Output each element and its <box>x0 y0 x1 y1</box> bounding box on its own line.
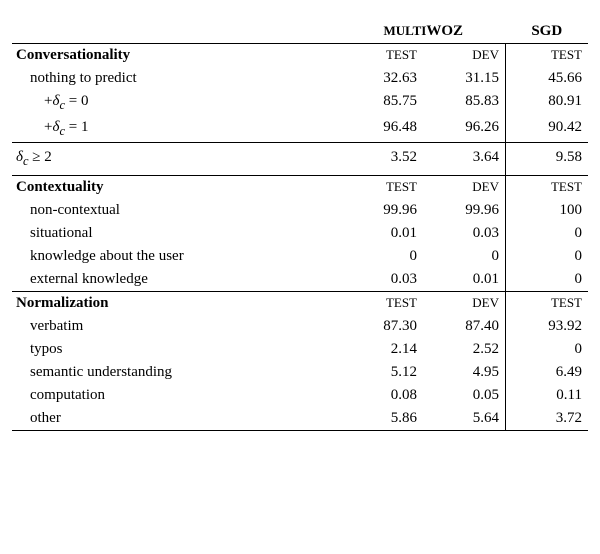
row-label: typos <box>12 338 341 361</box>
table-row: other 5.86 5.64 3.72 <box>12 407 588 431</box>
cell: 80.91 <box>506 90 589 116</box>
cell: 0.03 <box>341 268 423 292</box>
cell: 3.52 <box>341 143 423 176</box>
results-table: MULTIWOZ SGD Conversationality TEST DEV … <box>12 20 588 431</box>
cell: 32.63 <box>341 67 423 90</box>
split-label: DEV <box>423 292 506 316</box>
section-title: Contextuality <box>12 176 341 200</box>
row-label: external knowledge <box>12 268 341 292</box>
cell: 99.96 <box>423 199 506 222</box>
table-row: +δc = 1 96.48 96.26 90.42 <box>12 116 588 143</box>
table-row: situational 0.01 0.03 0 <box>12 222 588 245</box>
table-row: +δc = 0 85.75 85.83 80.91 <box>12 90 588 116</box>
cell: 85.83 <box>423 90 506 116</box>
split-label: TEST <box>341 176 423 200</box>
cell: 45.66 <box>506 67 589 90</box>
split-label: TEST <box>506 44 589 68</box>
cell: 9.58 <box>506 143 589 176</box>
cell: 3.72 <box>506 407 589 431</box>
cell: 100 <box>506 199 589 222</box>
row-label: +δc = 0 <box>12 90 341 116</box>
cell: 99.96 <box>341 199 423 222</box>
cell: 6.49 <box>506 361 589 384</box>
cell: 5.86 <box>341 407 423 431</box>
row-label: non-contextual <box>12 199 341 222</box>
row-label: δc ≥ 2 <box>12 143 341 176</box>
blank-cell <box>12 20 341 44</box>
cell: 0 <box>506 245 589 268</box>
split-label: TEST <box>341 44 423 68</box>
cell: 2.14 <box>341 338 423 361</box>
cell: 0.05 <box>423 384 506 407</box>
cell: 0 <box>506 338 589 361</box>
cell: 0 <box>506 268 589 292</box>
cell: 87.40 <box>423 315 506 338</box>
cell: 0 <box>506 222 589 245</box>
table-row: computation 0.08 0.05 0.11 <box>12 384 588 407</box>
split-label: TEST <box>506 176 589 200</box>
table-row: verbatim 87.30 87.40 93.92 <box>12 315 588 338</box>
row-label: computation <box>12 384 341 407</box>
cell: 4.95 <box>423 361 506 384</box>
split-label: TEST <box>506 292 589 316</box>
row-label: +δc = 1 <box>12 116 341 143</box>
section-title: Conversationality <box>12 44 341 68</box>
cell: 31.15 <box>423 67 506 90</box>
cell: 0 <box>423 245 506 268</box>
cell: 96.26 <box>423 116 506 143</box>
table-row: knowledge about the user 0 0 0 <box>12 245 588 268</box>
table-row: semantic understanding 5.12 4.95 6.49 <box>12 361 588 384</box>
row-label: semantic understanding <box>12 361 341 384</box>
cell: 5.64 <box>423 407 506 431</box>
cell: 0.11 <box>506 384 589 407</box>
cell: 2.52 <box>423 338 506 361</box>
cell: 0.01 <box>341 222 423 245</box>
split-label: DEV <box>423 44 506 68</box>
cell: 0 <box>341 245 423 268</box>
cell: 90.42 <box>506 116 589 143</box>
header-row-datasets: MULTIWOZ SGD <box>12 20 588 44</box>
section-header-row: Conversationality TEST DEV TEST <box>12 44 588 68</box>
cell: 0.01 <box>423 268 506 292</box>
cell: 0.08 <box>341 384 423 407</box>
header-sgd: SGD <box>506 20 589 44</box>
split-label: TEST <box>341 292 423 316</box>
header-multiwoz: MULTIWOZ <box>341 20 506 44</box>
section-header-row: Contextuality TEST DEV TEST <box>12 176 588 200</box>
cell: 3.64 <box>423 143 506 176</box>
row-label: knowledge about the user <box>12 245 341 268</box>
cell: 0.03 <box>423 222 506 245</box>
cell: 93.92 <box>506 315 589 338</box>
table-row: nothing to predict 32.63 31.15 45.66 <box>12 67 588 90</box>
table-row: external knowledge 0.03 0.01 0 <box>12 268 588 292</box>
table-row: non-contextual 99.96 99.96 100 <box>12 199 588 222</box>
split-label: DEV <box>423 176 506 200</box>
row-label: other <box>12 407 341 431</box>
table-row: typos 2.14 2.52 0 <box>12 338 588 361</box>
cell: 5.12 <box>341 361 423 384</box>
cell: 85.75 <box>341 90 423 116</box>
row-label: situational <box>12 222 341 245</box>
table-row: δc ≥ 2 3.52 3.64 9.58 <box>12 143 588 176</box>
cell: 96.48 <box>341 116 423 143</box>
section-header-row: Normalization TEST DEV TEST <box>12 292 588 316</box>
section-title: Normalization <box>12 292 341 316</box>
row-label: nothing to predict <box>12 67 341 90</box>
cell: 87.30 <box>341 315 423 338</box>
row-label: verbatim <box>12 315 341 338</box>
